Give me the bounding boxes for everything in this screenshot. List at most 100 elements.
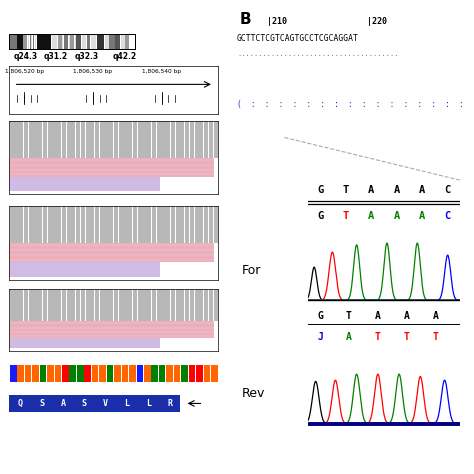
Text: A: A [419,211,425,221]
Bar [194,289,199,321]
Bar [23,34,27,49]
Bar [57,206,61,243]
Bar [137,365,143,382]
Bar [36,34,51,49]
Bar [52,289,56,321]
Bar [95,206,99,243]
Bar [24,206,28,243]
Bar [161,206,165,243]
Text: A: A [393,211,400,221]
Bar [166,289,170,321]
Bar [71,121,75,158]
Bar [190,206,194,243]
Bar [213,289,218,321]
Bar [76,121,80,158]
Bar [9,243,214,262]
Text: A: A [393,185,400,195]
Bar [38,206,42,243]
Bar [28,34,29,49]
Bar [97,34,104,49]
Bar [152,289,156,321]
Bar [66,289,71,321]
Bar [9,34,135,49]
Bar [71,206,75,243]
Bar [32,365,39,382]
Bar [213,121,218,158]
Bar [33,206,37,243]
Text: C: C [444,211,450,221]
Bar [33,289,37,321]
Bar [85,206,90,243]
Bar [95,289,99,321]
Text: V: V [103,399,108,408]
Bar [151,365,158,382]
Text: A: A [60,399,65,408]
Bar [19,289,23,321]
Text: |210: |210 [267,18,287,26]
Text: A: A [368,185,374,195]
Bar [196,365,203,382]
Bar [62,121,66,158]
Bar [81,121,85,158]
Bar [123,206,128,243]
Bar [190,289,194,321]
Bar [133,121,137,158]
Text: |220: |220 [367,18,387,26]
Bar [199,121,203,158]
Bar [121,34,125,49]
Bar [161,121,165,158]
Text: S: S [39,399,44,408]
Bar [62,289,66,321]
Bar [57,121,61,158]
Text: T: T [375,332,381,342]
Text: Q: Q [18,399,23,408]
Bar [194,121,199,158]
Bar [14,206,18,243]
Bar [137,121,142,158]
Bar [43,289,47,321]
Bar [87,34,91,49]
Bar [95,121,99,158]
Text: C: C [444,185,450,195]
Bar [64,34,68,49]
Bar [209,289,213,321]
Text: T: T [343,185,349,195]
Bar [62,206,66,243]
Bar [209,121,213,158]
Bar [109,121,113,158]
Bar [100,289,104,321]
Bar [142,289,146,321]
Bar [18,34,23,49]
Bar [10,365,17,382]
Bar [137,289,142,321]
Bar [9,158,214,177]
Text: T: T [346,311,352,321]
Bar [118,206,123,243]
Bar [85,289,90,321]
Bar [76,206,80,243]
Bar [114,365,121,382]
Bar [9,395,181,412]
Text: B: B [239,12,251,27]
Bar [55,365,61,382]
Bar [122,365,128,382]
Bar [109,206,113,243]
Text: R: R [167,399,173,408]
Bar [166,206,170,243]
Bar [203,365,210,382]
Bar [123,121,128,158]
Bar [76,34,82,49]
Bar [199,206,203,243]
Bar [70,365,76,382]
Bar [9,289,14,321]
Bar [62,365,69,382]
Bar [52,206,56,243]
Bar [166,365,173,382]
Bar [142,206,146,243]
Bar [28,121,33,158]
Bar [9,177,160,191]
Bar [133,206,137,243]
Bar [180,206,184,243]
Bar [9,262,160,277]
Text: q31.2: q31.2 [43,52,67,61]
